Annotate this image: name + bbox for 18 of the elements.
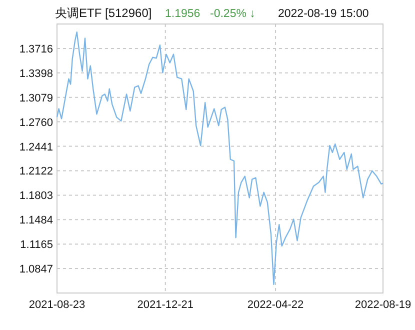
text: -0.25% ↓ [210,8,256,20]
y-tick-label: 1.2441 [19,141,53,154]
y-tick-label: 1.3398 [19,68,53,80]
y-tick-label: 1.1484 [19,214,53,227]
y-tick-label: 1.3079 [19,92,53,104]
text: 2022-08-19 15:00 [278,8,369,20]
x-tick-label: 2022-08-19 [354,299,412,311]
x-tick-label: 2022-04-22 [247,299,304,311]
y-tick-label: 1.1803 [19,190,53,202]
x-tick-label: 2021-12-21 [137,299,194,311]
y-tick-label: 1.2760 [19,116,53,129]
chart-title: 央调ETF [512960] [55,6,152,20]
y-tick-label: 1.1165 [20,239,53,252]
y-tick-label: 1.3716 [19,43,53,56]
text: 1.1956 [165,8,200,20]
y-tick-label: 1.2122 [19,166,53,178]
x-tick-label: 2021-08-23 [28,299,86,311]
y-tick-label: 1.0847 [19,264,53,276]
